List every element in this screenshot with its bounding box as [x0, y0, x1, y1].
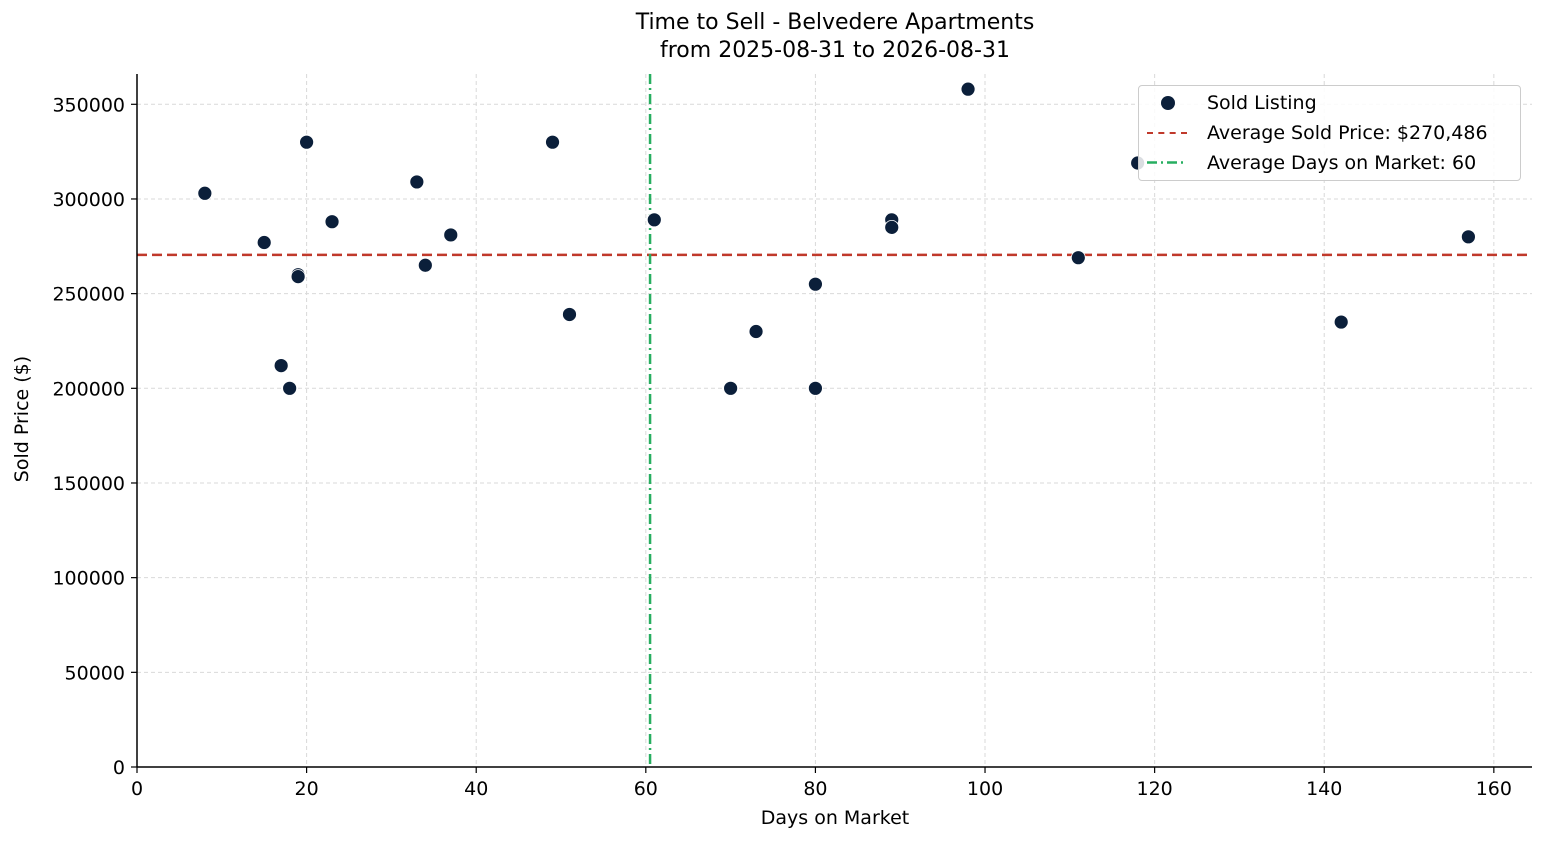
- data-point: [417, 257, 433, 273]
- data-point: [646, 212, 662, 228]
- y-tick-label: 0: [113, 757, 125, 779]
- x-axis-label: Days on Market: [760, 807, 910, 829]
- x-tick-label: 40: [464, 778, 488, 800]
- x-tick-label: 80: [803, 778, 827, 800]
- legend-item-average-days: Average Days on Market: 60: [1139, 148, 1476, 178]
- scatter-marker-icon: [1161, 96, 1175, 110]
- data-point: [808, 380, 823, 396]
- x-tick-label: 120: [1136, 778, 1172, 800]
- y-axis-ticks: 0 50000 100000 150000 200000 250000 300000 3500…: [52, 94, 137, 779]
- y-tick-label: 150000: [52, 473, 125, 495]
- legend: Sold Listing Average Sold Price: $270,48…: [1138, 85, 1521, 181]
- y-tick-label: 100000: [52, 568, 125, 590]
- data-point: [960, 81, 976, 97]
- legend-label: Sold Listing: [1207, 92, 1317, 114]
- reference-lines: [137, 74, 1532, 767]
- data-point: [256, 235, 272, 250]
- x-tick-label: 140: [1306, 778, 1342, 800]
- data-point: [545, 134, 560, 150]
- legend-label: Average Days on Market: 60: [1207, 152, 1477, 174]
- y-axis-label: Sold Price ($): [11, 355, 33, 483]
- y-tick-label: 350000: [52, 94, 125, 116]
- data-point: [1070, 250, 1086, 266]
- dashed-line-icon: [1147, 132, 1187, 134]
- x-tick-label: 0: [131, 778, 143, 800]
- y-tick-label: 50000: [65, 662, 125, 684]
- data-point: [197, 185, 213, 201]
- data-point: [1460, 229, 1476, 245]
- grid-lines: [136, 74, 1532, 768]
- legend-item-sold-listing: Sold Listing: [1139, 88, 1317, 118]
- chart-title: Time to Sell - Belvedere Apartments: [635, 10, 1035, 35]
- data-point: [282, 380, 298, 396]
- y-tick-label: 300000: [52, 189, 125, 211]
- dashdot-line-icon: [1147, 161, 1187, 164]
- data-point: [562, 307, 577, 322]
- x-tick-label: 60: [634, 778, 658, 800]
- data-point: [748, 324, 764, 339]
- data-point: [808, 276, 823, 292]
- data-point: [443, 227, 459, 243]
- data-point: [409, 174, 425, 190]
- x-tick-label: 160: [1476, 778, 1512, 800]
- x-axis-ticks: 0 20 40 60 80 100 120 140 160: [131, 767, 1512, 800]
- data-point: [884, 219, 900, 235]
- x-tick-label: 100: [967, 778, 1003, 800]
- data-point: [1333, 314, 1349, 330]
- x-tick-label: 20: [295, 778, 319, 800]
- legend-item-average-price: Average Sold Price: $270,486: [1139, 118, 1488, 148]
- data-point: [723, 380, 739, 396]
- y-tick-label: 200000: [52, 378, 125, 400]
- legend-label: Average Sold Price: $270,486: [1207, 122, 1488, 144]
- axes: [136, 74, 1532, 768]
- data-point: [290, 269, 306, 284]
- chart-subtitle: from 2025-08-31 to 2026-08-31: [660, 38, 1010, 63]
- data-point: [273, 358, 289, 373]
- data-point: [324, 214, 340, 230]
- y-tick-label: 250000: [52, 284, 125, 306]
- data-point: [299, 134, 315, 150]
